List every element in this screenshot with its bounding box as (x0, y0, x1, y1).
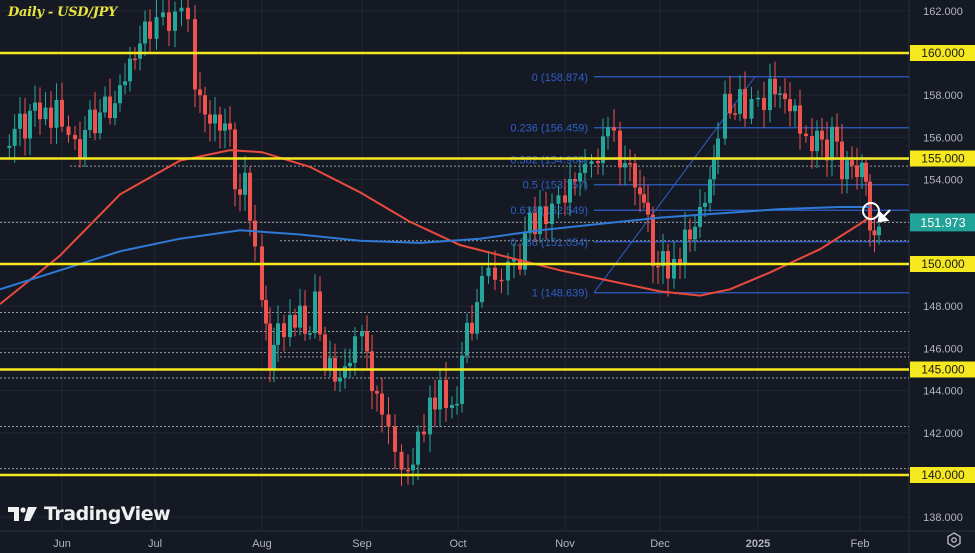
price-tick-label: 148.000 (923, 301, 963, 313)
price-level-badge (910, 467, 975, 483)
price-level-badge (910, 256, 975, 272)
time-tick-label: Jun (53, 538, 71, 550)
price-tick-label: 156.000 (923, 132, 963, 144)
fib-level-label: 0.618 (152.549) (510, 205, 588, 217)
fib-level-label: 0.236 (156.459) (510, 123, 588, 135)
settings-gear-icon[interactable] (946, 532, 962, 548)
price-tick-label: 146.000 (923, 343, 963, 355)
fib-level-label: 0.786 (151.054) (510, 237, 588, 249)
price-level-badge-text: 155.000 (921, 152, 965, 166)
time-tick-label: Aug (252, 538, 272, 550)
support-resistance-lines[interactable] (0, 51, 909, 477)
fib-level-label: 0.382 (154.964) (510, 154, 588, 166)
candles (7, 0, 881, 486)
fib-level-label: 0.5 (153.757) (523, 180, 588, 192)
price-tick-label: 138.000 (923, 512, 963, 524)
time-tick-label: Sep (352, 538, 372, 550)
price-tick-label: 142.000 (923, 428, 963, 440)
price-level-badge-text: 150.000 (921, 257, 965, 271)
ma-blue-line (0, 206, 870, 291)
price-level-badge (910, 150, 975, 167)
fib-level-label: 1 (148.639) (532, 288, 588, 300)
price-tick-label: 158.000 (923, 90, 963, 102)
price-tick-label: 144.000 (923, 386, 963, 398)
current-price-badge (910, 213, 975, 232)
fib-level-label: 0 (158.874) (532, 72, 588, 84)
price-level-badge-text: 140.000 (921, 468, 965, 482)
price-level-badge (910, 45, 975, 61)
time-tick-label: Jul (148, 538, 162, 550)
time-axis[interactable]: Jun Jul Aug Sep Oct Nov Dec 2025 Feb (53, 538, 869, 550)
time-tick-label: Oct (449, 538, 466, 550)
tradingview-logo-icon (8, 507, 37, 521)
crossover-circle-annotation (862, 202, 880, 220)
price-level-badge-text: 160.000 (921, 46, 965, 60)
price-tick-label: 162.000 (923, 6, 963, 18)
arrow-annotation-icon (877, 209, 891, 223)
time-tick-label: 2025 (746, 538, 770, 550)
time-tick-label: Nov (555, 538, 575, 550)
price-level-badge (910, 361, 975, 378)
price-tick-label: 154.000 (923, 175, 963, 187)
tradingview-logo: TradingView (8, 503, 171, 525)
time-tick-label: Dec (650, 538, 670, 550)
time-tick-label: Feb (851, 538, 870, 550)
current-price-text: 151.973 (920, 216, 965, 230)
chart-title: Daily - USD/JPY (8, 5, 118, 20)
price-level-badge-text: 145.000 (921, 363, 965, 377)
price-axis[interactable]: 162.000 158.000 156.000 154.000 148.000 146.0… (910, 6, 975, 524)
tradingview-logo-text: TradingView (44, 503, 171, 525)
